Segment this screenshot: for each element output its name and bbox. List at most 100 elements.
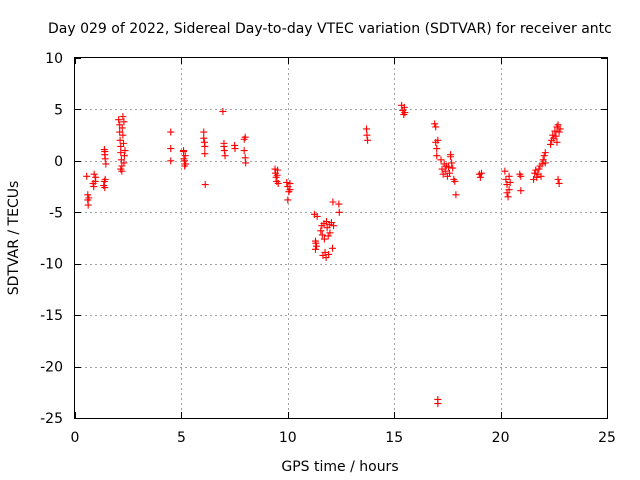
data-point — [200, 134, 208, 142]
x-tick-label: 5 — [177, 430, 186, 446]
data-point — [434, 136, 442, 144]
data-points — [83, 101, 564, 408]
y-tick-label: -20 — [40, 360, 63, 376]
data-point — [220, 142, 228, 150]
data-point — [83, 172, 91, 180]
data-point — [506, 178, 514, 186]
data-point — [101, 155, 109, 163]
y-tick-label: -15 — [40, 308, 63, 324]
data-point — [313, 242, 321, 250]
data-point — [551, 127, 559, 135]
y-tick-label: -25 — [40, 411, 63, 427]
data-point — [90, 170, 98, 178]
data-point — [117, 165, 125, 173]
data-point — [555, 179, 563, 187]
data-point — [231, 145, 239, 153]
data-point — [433, 145, 441, 153]
data-point — [517, 172, 525, 180]
data-point — [431, 120, 439, 128]
data-point — [121, 147, 129, 155]
data-point — [433, 152, 441, 160]
axis-ticks — [75, 58, 608, 419]
data-point — [180, 147, 188, 155]
data-point — [449, 164, 457, 172]
data-point — [533, 173, 541, 181]
data-point — [535, 165, 543, 173]
data-point — [502, 175, 510, 183]
data-point — [335, 200, 343, 208]
tick-labels: 0 5 10 15 20 25 10 5 0 -5 -10 -15 -20 -25 — [40, 51, 616, 446]
data-point — [554, 175, 562, 183]
chart-title: Day 029 of 2022, Sidereal Day-to-day VTE… — [48, 21, 612, 37]
data-point — [363, 125, 371, 133]
data-point — [447, 151, 455, 159]
data-point — [556, 125, 564, 133]
data-point — [117, 149, 125, 157]
data-point — [317, 227, 325, 235]
data-point — [477, 169, 485, 177]
data-point — [181, 157, 189, 165]
data-point — [538, 160, 546, 168]
data-point — [441, 167, 449, 175]
data-point — [335, 208, 343, 216]
data-point — [532, 166, 540, 174]
data-point — [101, 184, 109, 192]
grid-lines — [75, 58, 607, 418]
data-point — [200, 138, 208, 146]
x-tick-label: 0 — [71, 430, 80, 446]
data-point — [318, 231, 326, 239]
data-point — [284, 196, 292, 204]
y-tick-label: -5 — [49, 205, 63, 221]
data-point — [116, 136, 124, 144]
x-tick-label: 10 — [279, 430, 297, 446]
data-point — [167, 145, 175, 153]
data-point — [201, 181, 209, 189]
plot-frame — [74, 57, 608, 419]
data-point — [401, 109, 409, 117]
data-point — [329, 198, 337, 206]
data-point — [517, 187, 525, 195]
data-point — [326, 229, 334, 237]
data-point — [84, 201, 92, 209]
data-point — [446, 169, 454, 177]
data-point — [116, 128, 124, 136]
data-point — [120, 152, 128, 160]
data-point — [181, 152, 189, 160]
data-point — [286, 179, 294, 187]
data-point — [531, 169, 539, 177]
data-point — [501, 167, 509, 175]
data-point — [85, 194, 93, 202]
data-point — [241, 133, 249, 141]
data-point — [119, 131, 127, 139]
data-point — [321, 248, 329, 256]
data-point — [451, 177, 459, 185]
data-point — [330, 222, 338, 230]
data-point — [312, 239, 320, 247]
data-point — [437, 156, 445, 164]
data-point — [120, 159, 128, 167]
data-point — [476, 173, 484, 181]
data-point — [120, 118, 128, 126]
data-point — [102, 160, 110, 168]
data-point — [541, 159, 549, 167]
y-axis-label: SDTVAR / TECUs — [6, 181, 22, 296]
data-point — [363, 131, 371, 139]
data-point — [504, 193, 512, 201]
y-tick-label: 0 — [54, 154, 63, 170]
data-point — [240, 147, 248, 155]
data-point — [549, 131, 557, 139]
data-point — [552, 132, 560, 140]
data-point — [505, 186, 513, 194]
data-point — [554, 121, 562, 129]
y-tick-label: 5 — [54, 102, 63, 118]
data-point — [434, 400, 442, 408]
y-tick-label: -10 — [40, 257, 63, 273]
data-point — [101, 148, 109, 156]
data-point — [432, 123, 440, 131]
data-point — [219, 107, 227, 115]
data-point — [286, 186, 294, 194]
data-point — [120, 139, 128, 147]
data-point — [101, 175, 109, 183]
data-point — [167, 128, 175, 136]
data-point — [540, 152, 548, 160]
